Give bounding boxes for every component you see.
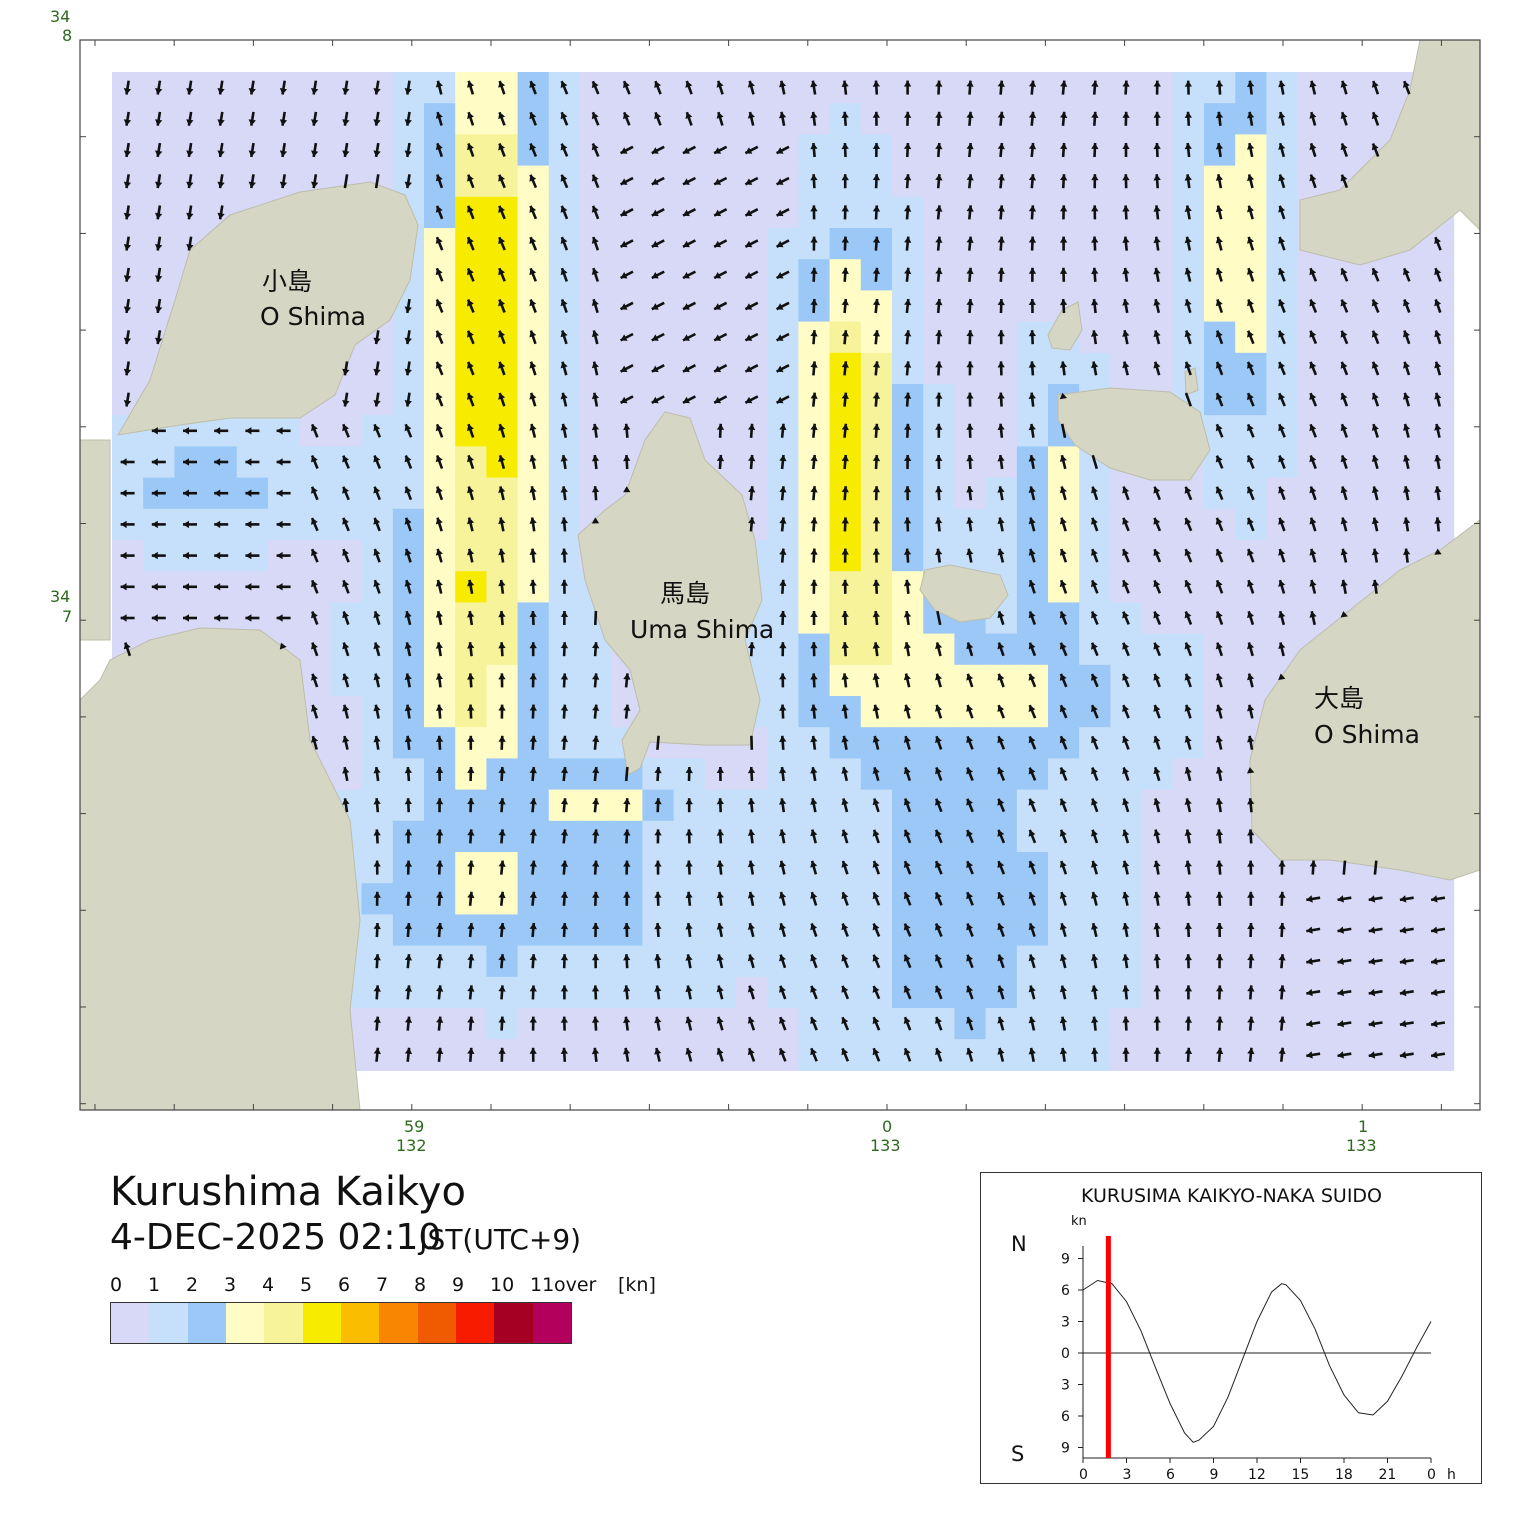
current-arrow [594, 610, 598, 626]
legend-label-1: 1 [148, 1274, 161, 1296]
tide-y-tick-label: 9 [1061, 1252, 1070, 1268]
svg-text:133: 133 [1346, 1136, 1377, 1155]
current-arrow [656, 735, 660, 750]
speed-legend: 0 1 2 3 4 5 6 7 8 9 10 11 over [kn] [110, 1274, 670, 1344]
lon-label-133-0: 0 133 [870, 1117, 901, 1155]
svg-text:7: 7 [62, 607, 72, 626]
current-arrow [1373, 860, 1378, 875]
page-title: Kurushima Kaikyo [110, 1169, 466, 1215]
lon-label-132-59: 59 132 [396, 1117, 427, 1155]
tide-x-tick-label: 0 [1427, 1467, 1436, 1483]
oshima-label-en: O Shima [1314, 720, 1420, 749]
tide-chart-panel: KURUSIMA KAIKYO-NAKA SUIDO kn N S 9 6 3 0 3 6… [980, 1172, 1482, 1484]
tide-x-tick-label: 9 [1210, 1467, 1219, 1483]
current-arrow [624, 766, 629, 782]
tide-x-tick-label: 18 [1335, 1467, 1353, 1483]
legend-label-4: 4 [262, 1274, 275, 1296]
umashima-label-ja: 馬島 [660, 579, 710, 608]
tide-chart: KURUSIMA KAIKYO-NAKA SUIDO kn N S 9 6 3 0 3 6… [1011, 1185, 1456, 1483]
kojima-label-en: O Shima [260, 302, 366, 331]
legend-swatch-0 [111, 1303, 150, 1343]
tide-y-tick-label: 6 [1061, 1283, 1070, 1299]
legend-swatch-1 [149, 1303, 188, 1343]
kojima-label-ja: 小島 [262, 267, 312, 296]
legend-label-2: 2 [186, 1274, 199, 1296]
tide-unit-label: kn [1071, 1214, 1087, 1229]
legend-label-unit: [kn] [618, 1274, 656, 1296]
legend-label-10: 10 [490, 1274, 515, 1296]
tide-curve [1082, 1279, 1432, 1443]
tide-x-unit: h [1447, 1467, 1456, 1483]
tide-y-tick-label: 3 [1061, 1315, 1070, 1331]
svg-text:1: 1 [1358, 1117, 1368, 1136]
tide-x-tick-label: 15 [1292, 1467, 1310, 1483]
datetime-line: 4-DEC-2025 02:10JST(UTC+9) [110, 1216, 581, 1262]
svg-text:0: 0 [882, 1117, 892, 1136]
tide-x-ticks: 0 3 6 9 12 15 18 21 0 [1079, 1458, 1436, 1483]
legend-label-5: 5 [300, 1274, 313, 1296]
legend-label-6: 6 [338, 1274, 351, 1296]
legend-swatch-3 [225, 1303, 265, 1343]
title-block: Kurushima Kaikyo 4-DEC-2025 02:10JST(UTC… [110, 1168, 581, 1262]
current-map: 34 8 34 7 59 132 0 133 1 133 小島 O Shima … [50, 7, 1481, 1155]
legend-label-11: 11 [530, 1274, 555, 1296]
lat-label-34-8: 34 8 [50, 7, 72, 45]
svg-text:59: 59 [404, 1117, 424, 1136]
svg-text:133: 133 [870, 1136, 901, 1155]
legend-label-9: 9 [452, 1274, 465, 1296]
tide-y-tick-label: 6 [1061, 1409, 1070, 1425]
svg-text:132: 132 [396, 1136, 427, 1155]
legend-swatch-9 [455, 1303, 495, 1343]
tide-x-tick-label: 21 [1379, 1467, 1397, 1483]
datetime-value: 4-DEC-2025 02:10 [110, 1217, 442, 1258]
legend-swatch-11 [532, 1303, 571, 1343]
oshima-label-ja: 大島 [1314, 684, 1364, 713]
tide-x-tick-label: 12 [1248, 1467, 1266, 1483]
north-label: N [1011, 1232, 1027, 1256]
legend-swatch-2 [187, 1303, 226, 1343]
tide-y-ticks: 9 6 3 0 3 6 9 [1061, 1252, 1083, 1457]
umashima-label-en: Uma Shima [630, 615, 774, 644]
tide-x-tick-label: 6 [1166, 1467, 1175, 1483]
lon-label-133-1: 1 133 [1346, 1117, 1377, 1155]
legend-swatch-8 [417, 1303, 456, 1343]
legend-label-8: 8 [414, 1274, 427, 1296]
west-edge-land [80, 439, 111, 641]
timezone-value: JST(UTC+9) [419, 1223, 582, 1256]
tide-y-tick-label: 0 [1061, 1346, 1070, 1362]
tide-chart-title: KURUSIMA KAIKYO-NAKA SUIDO [1081, 1185, 1382, 1207]
tide-x-tick-label: 3 [1123, 1467, 1132, 1483]
legend-swatch-5 [302, 1303, 341, 1343]
svg-text:34: 34 [50, 587, 70, 606]
tide-y-tick-label: 3 [1061, 1378, 1070, 1394]
tide-y-tick-label: 9 [1061, 1441, 1070, 1457]
legend-label-0: 0 [110, 1274, 123, 1296]
lat-label-34-7: 34 7 [50, 587, 72, 626]
legend-label-7: 7 [376, 1274, 389, 1296]
south-label: S [1011, 1442, 1024, 1466]
legend-swatch-10 [494, 1303, 533, 1343]
legend-color-bar [110, 1302, 572, 1344]
legend-swatch-6 [340, 1303, 380, 1343]
legend-swatch-7 [379, 1303, 418, 1343]
current-arrow [1342, 860, 1347, 875]
svg-text:8: 8 [62, 26, 72, 45]
legend-labels: 0 1 2 3 4 5 6 7 8 9 10 11 over [kn] [110, 1274, 670, 1300]
legend-swatch-4 [264, 1303, 303, 1343]
svg-text:34: 34 [50, 7, 70, 26]
tide-x-tick-label: 0 [1079, 1467, 1088, 1483]
legend-label-over: over [554, 1274, 597, 1296]
islet-small [1184, 367, 1199, 396]
legend-label-3: 3 [224, 1274, 237, 1296]
tide-axes [1082, 1246, 1431, 1459]
